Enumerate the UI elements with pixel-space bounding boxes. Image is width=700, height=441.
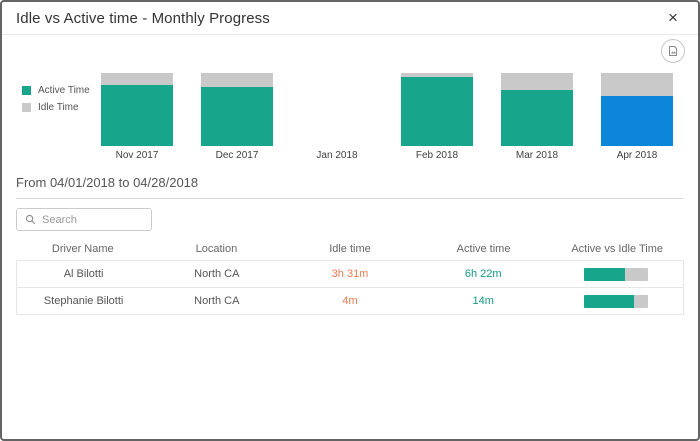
search-box <box>16 208 152 231</box>
location-cell: North CA <box>194 268 240 280</box>
month-label: Apr 2018 <box>616 150 658 161</box>
active-time-cell: 6h 22m <box>464 268 502 280</box>
close-icon[interactable]: × <box>668 7 678 27</box>
month-label: Nov 2017 <box>115 150 159 161</box>
bar-nov-2017[interactable] <box>101 73 173 146</box>
driver-name-cell: Stephanie Bilotti <box>43 295 124 307</box>
month-label: Feb 2018 <box>415 150 459 161</box>
table-row[interactable]: Stephanie Bilotti North CA 4m 14m <box>16 287 684 315</box>
dialog-title: Idle vs Active time - Monthly Progress <box>16 9 270 27</box>
chart-bars <box>87 71 687 146</box>
drivers-table: Driver Name Location Idle time Active ti… <box>16 238 684 315</box>
col-header-idle-time: Idle time <box>329 243 371 255</box>
dialog-header: Idle vs Active time - Monthly Progress × <box>2 2 698 35</box>
idle-time-swatch <box>22 103 31 112</box>
bar-apr-2018[interactable] <box>601 73 673 146</box>
search-icon <box>25 214 36 225</box>
col-header-location: Location <box>195 243 238 255</box>
legend-label: Idle Time <box>38 102 79 113</box>
month-label: Mar 2018 <box>515 150 559 161</box>
date-range-label: From 04/01/2018 to 04/28/2018 <box>16 175 199 190</box>
active-vs-idle-bar <box>584 294 649 308</box>
month-label: Dec 2017 <box>215 150 259 161</box>
legend-label: Active Time <box>38 85 90 96</box>
active-vs-idle-fill <box>584 294 635 308</box>
export-chart-button[interactable] <box>661 39 685 63</box>
idle-time-cell: 3h 31m <box>331 268 369 280</box>
col-header-driver-name: Driver Name <box>51 243 114 255</box>
chart-legend: Active Time Idle Time <box>22 85 90 119</box>
active-vs-idle-bar <box>584 267 649 281</box>
month-label: Jan 2018 <box>316 150 358 161</box>
driver-name-cell: Al Bilotti <box>63 268 104 280</box>
search-input[interactable] <box>42 213 143 226</box>
chart-category-labels: Nov 2017 Dec 2017 Jan 2018 Feb 2018 Mar … <box>87 150 687 161</box>
bar-feb-2018[interactable] <box>401 73 473 146</box>
col-header-active-vs-idle: Active vs Idle Time <box>571 243 664 255</box>
bar-mar-2018[interactable] <box>501 73 573 146</box>
active-time-swatch <box>22 86 31 95</box>
export-image-icon <box>669 46 677 56</box>
active-time-cell: 14m <box>472 295 494 307</box>
table-row[interactable]: Al Bilotti North CA 3h 31m 6h 22m <box>16 260 684 288</box>
col-header-active-time: Active time <box>456 243 511 255</box>
idle-time-cell: 4m <box>342 295 358 307</box>
legend-item-idle-time[interactable]: Idle Time <box>22 102 90 113</box>
legend-item-active-time[interactable]: Active Time <box>22 85 90 96</box>
date-range-section: From 04/01/2018 to 04/28/2018 <box>16 175 684 199</box>
location-cell: North CA <box>194 295 240 307</box>
bar-dec-2017[interactable] <box>201 73 273 146</box>
monthly-progress-chart: Active Time Idle Time Nov 2017 Dec 2017 … <box>2 35 698 167</box>
table-header-row: Driver Name Location Idle time Active ti… <box>16 238 684 260</box>
active-vs-idle-fill <box>584 267 626 281</box>
